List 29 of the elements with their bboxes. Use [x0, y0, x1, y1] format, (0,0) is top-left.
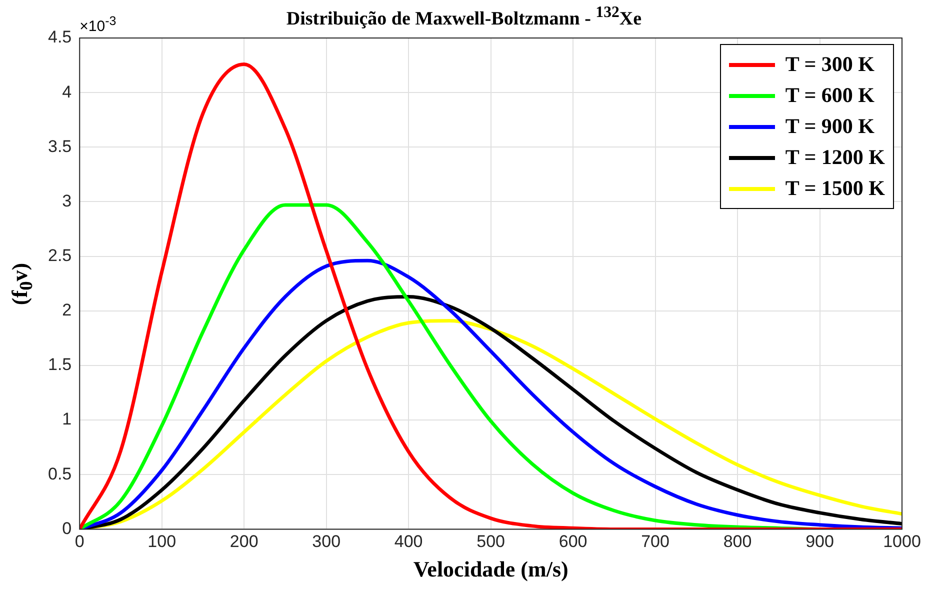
y-tick-label: 0.5	[48, 464, 72, 484]
y-tick-label: 2.5	[48, 246, 72, 265]
x-tick-label: 700	[641, 532, 670, 552]
x-tick-label: 800	[723, 532, 752, 552]
y-tick-label: 0	[62, 518, 72, 538]
chart-title: Distribuição de Maxwell-Boltzmann - $^{132}$Xe	[286, 4, 642, 30]
x-tick-label: 200	[230, 532, 258, 552]
x-tick-label: 600	[558, 532, 588, 552]
y-tick-label: 2	[62, 300, 72, 320]
x-tick-label: 1000	[883, 532, 921, 552]
x-tick-label: 900	[806, 532, 834, 552]
y-tick-label: 1	[62, 410, 72, 429]
legend-label: T = 1200 K	[785, 145, 885, 170]
legend-label: T = 900 K	[785, 114, 874, 139]
x-tick-label: 300	[312, 532, 341, 552]
text: ×10$^{-3}$	[80, 14, 116, 35]
x-tick-label: 400	[394, 532, 423, 552]
y-tick-label: 4	[62, 82, 72, 102]
y-tick-label: 3	[62, 191, 72, 210]
y-tick-label: 4.5	[48, 28, 72, 47]
x-tick-label: 0	[74, 532, 84, 552]
legend-label: T = 300 K	[785, 52, 874, 77]
legend-label: T = 1500 K	[785, 176, 885, 201]
y-tick-label: 3.5	[48, 136, 72, 156]
legend-label: T = 600 K	[785, 83, 874, 108]
x-tick-label: 500	[476, 532, 506, 552]
x-axis-title: Velocidade (m/s)	[413, 556, 568, 582]
y-tick-label: 1.5	[48, 355, 72, 374]
x-tick-label: 100	[148, 532, 176, 552]
